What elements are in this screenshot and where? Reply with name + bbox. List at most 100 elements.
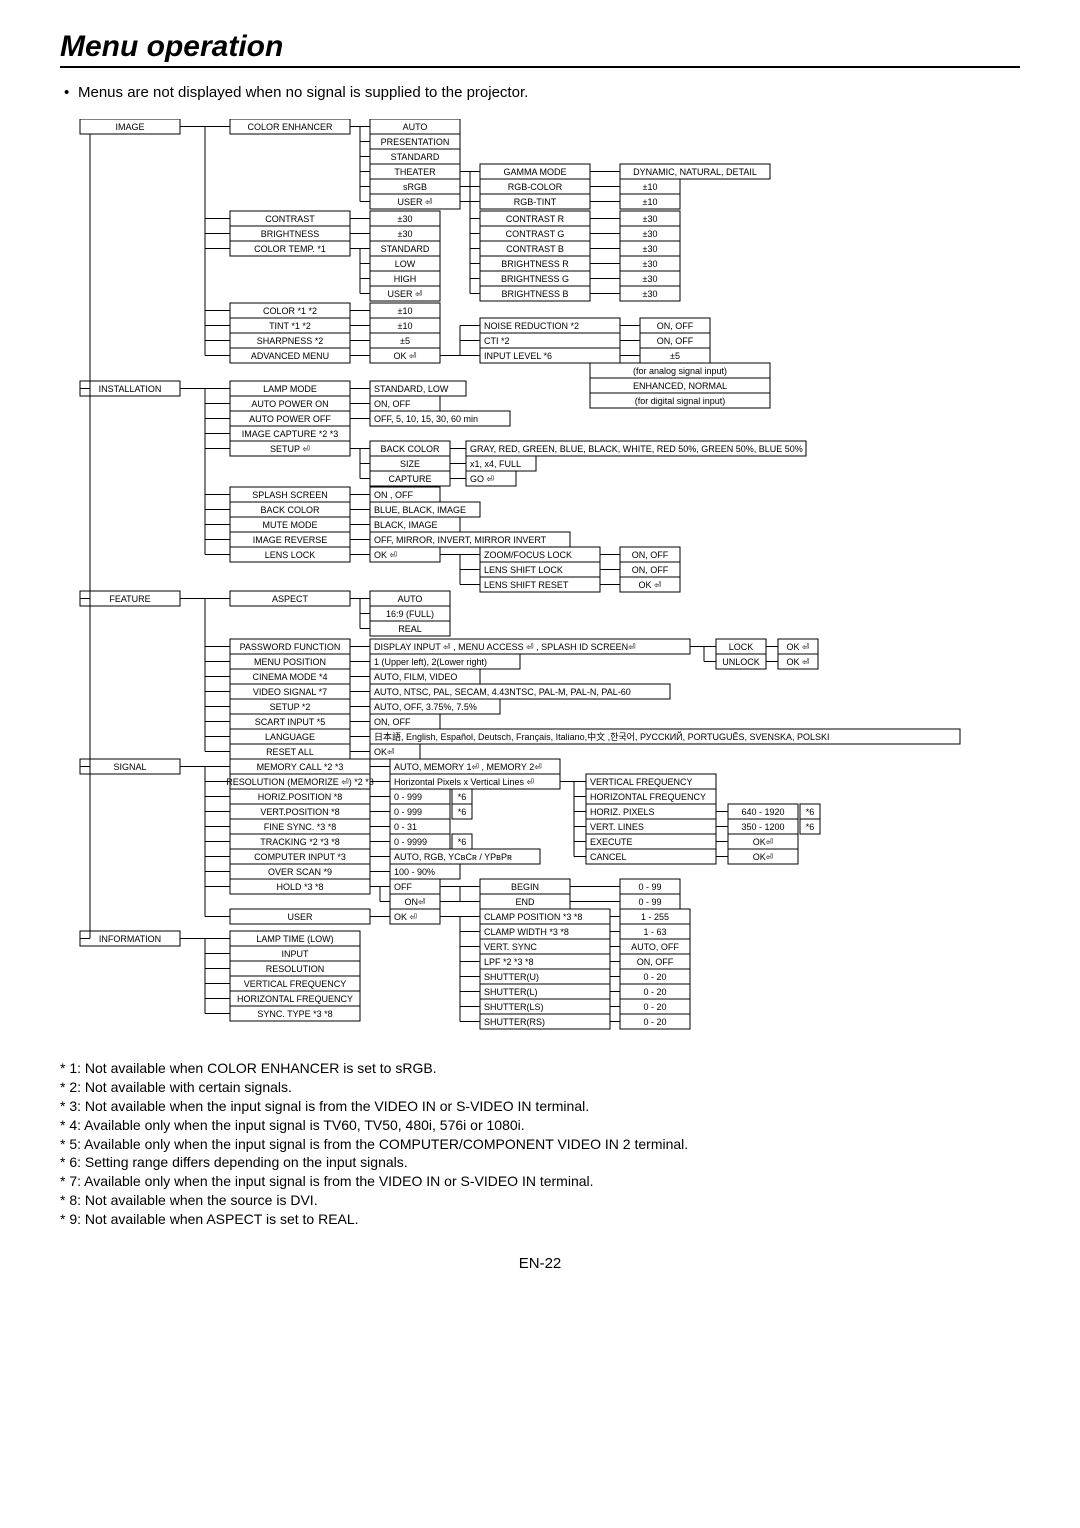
c5-val: ±30 xyxy=(620,241,680,256)
svg-text:SHARPNESS *2: SHARPNESS *2 xyxy=(257,336,324,346)
svg-text:HIGH: HIGH xyxy=(394,274,417,284)
svg-text:LENS SHIFT LOCK: LENS SHIFT LOCK xyxy=(484,565,563,575)
c3-node: REAL xyxy=(370,621,450,636)
c2-node: MEMORY CALL *2 *3 xyxy=(230,759,370,774)
c5-note: *6 xyxy=(800,804,820,819)
c5-note: *6 xyxy=(800,819,820,834)
c5-val: DYNAMIC, NATURAL, DETAIL xyxy=(620,164,770,179)
c5-val: ON, OFF xyxy=(620,562,680,577)
c5-val: OK⏎ xyxy=(728,849,798,864)
svg-text:INPUT: INPUT xyxy=(282,949,310,959)
svg-text:ON, OFF: ON, OFF xyxy=(657,336,694,346)
c5-val: ±30 xyxy=(620,256,680,271)
c5-val: ON, OFF xyxy=(620,547,680,562)
c2-node: LAMP MODE xyxy=(230,381,350,396)
c5-val: ON, OFF xyxy=(620,954,690,969)
c4-node: VERT. SYNC xyxy=(480,939,610,954)
footnote-line: * 9: Not available when ASPECT is set to… xyxy=(60,1210,1020,1229)
c4-node: SHUTTER(LS) xyxy=(480,999,610,1014)
svg-text:LANGUAGE: LANGUAGE xyxy=(265,732,315,742)
c4-node: EXECUTE xyxy=(586,834,716,849)
svg-text:HOLD *3 *8: HOLD *3 *8 xyxy=(276,882,323,892)
c2-node: ASPECT xyxy=(230,591,350,606)
c4-node: ZOOM/FOCUS LOCK xyxy=(480,547,600,562)
svg-text:ADVANCED MENU: ADVANCED MENU xyxy=(251,351,329,361)
svg-text:OK ⏎: OK ⏎ xyxy=(786,642,810,652)
svg-text:SHUTTER(RS): SHUTTER(RS) xyxy=(484,1017,545,1027)
c2-node: USER xyxy=(230,909,370,924)
c3-val: 0 - 999 xyxy=(390,804,450,819)
svg-text:ASPECT: ASPECT xyxy=(272,594,309,604)
svg-text:1 - 255: 1 - 255 xyxy=(641,912,669,922)
svg-text:NOISE REDUCTION *2: NOISE REDUCTION *2 xyxy=(484,321,579,331)
c5-val: 0 - 20 xyxy=(620,969,690,984)
svg-text:LOCK: LOCK xyxy=(729,642,754,652)
svg-text:INSTALLATION: INSTALLATION xyxy=(99,384,162,394)
svg-text:AUTO, RGB, YCʙCʀ / YPʙPʀ: AUTO, RGB, YCʙCʀ / YPʙPʀ xyxy=(394,852,512,862)
c4-node: SHUTTER(L) xyxy=(480,984,610,999)
svg-text:*6: *6 xyxy=(806,807,815,817)
svg-text:x1, x4, FULL: x1, x4, FULL xyxy=(470,459,521,469)
svg-text:AUTO: AUTO xyxy=(403,122,428,132)
svg-text:±10: ±10 xyxy=(398,306,413,316)
root-image: IMAGE xyxy=(80,119,180,134)
svg-text:FEATURE: FEATURE xyxy=(109,594,150,604)
svg-text:VIDEO SIGNAL *7: VIDEO SIGNAL *7 xyxy=(253,687,327,697)
svg-text:SYNC. TYPE *3 *8: SYNC. TYPE *3 *8 xyxy=(257,1009,332,1019)
svg-text:END: END xyxy=(515,897,535,907)
c5-val: ±30 xyxy=(620,226,680,241)
c3-val: STANDARD, LOW xyxy=(370,381,466,396)
c4-node: LPF *2 *3 *8 xyxy=(480,954,610,969)
c5-val: OK⏎ xyxy=(728,834,798,849)
c2-node: INPUT xyxy=(230,946,360,961)
c3-val: 日本語, English, Español, Deutsch, Français… xyxy=(370,729,960,744)
svg-text:AUTO, OFF, 3.75%, 7.5%: AUTO, OFF, 3.75%, 7.5% xyxy=(374,702,477,712)
svg-text:0 - 99: 0 - 99 xyxy=(638,897,661,907)
svg-text:SHUTTER(L): SHUTTER(L) xyxy=(484,987,538,997)
c3-node: PRESENTATION xyxy=(370,134,460,149)
c2-node: BRIGHTNESS xyxy=(230,226,350,241)
svg-text:CAPTURE: CAPTURE xyxy=(388,474,431,484)
c3-node: USER ⏎ xyxy=(370,194,460,209)
c3-node: SIZE xyxy=(370,456,450,471)
svg-text:SETUP ⏎: SETUP ⏎ xyxy=(270,444,310,454)
svg-text:RESOLUTION: RESOLUTION xyxy=(266,964,325,974)
c3-node: STANDARD xyxy=(370,241,440,256)
footnote-line: * 6: Setting range differs depending on … xyxy=(60,1153,1020,1172)
svg-text:IMAGE CAPTURE *2 *3: IMAGE CAPTURE *2 *3 xyxy=(242,429,339,439)
page-title: Menu operation xyxy=(60,30,1020,68)
c3-val: 0 - 9999 xyxy=(390,834,450,849)
svg-text:OK ⏎: OK ⏎ xyxy=(638,580,662,590)
svg-text:UNLOCK: UNLOCK xyxy=(722,657,760,667)
svg-text:1 - 63: 1 - 63 xyxy=(643,927,666,937)
c3-val: AUTO, FILM, VIDEO xyxy=(370,669,480,684)
c4-node: CANCEL xyxy=(586,849,716,864)
c3-val: 0 - 31 xyxy=(390,819,450,834)
footnote-line: * 3: Not available when the input signal… xyxy=(60,1097,1020,1116)
svg-text:0 - 31: 0 - 31 xyxy=(394,822,417,832)
svg-text:VERTICAL FREQUENCY: VERTICAL FREQUENCY xyxy=(590,777,693,787)
svg-text:640 - 1920: 640 - 1920 xyxy=(741,807,784,817)
svg-text:MEMORY CALL *2 *3: MEMORY CALL *2 *3 xyxy=(257,762,344,772)
svg-text:RESET ALL: RESET ALL xyxy=(266,747,314,757)
svg-text:OFF: OFF xyxy=(394,882,412,892)
svg-text:100 - 90%: 100 - 90% xyxy=(394,867,435,877)
svg-text:RESOLUTION (MEMORIZE ⏎) *2 *3: RESOLUTION (MEMORIZE ⏎) *2 *3 xyxy=(226,777,374,787)
c2-node: HORIZONTAL FREQUENCY xyxy=(230,991,360,1006)
c5-val: 0 - 20 xyxy=(620,1014,690,1029)
c3-val: 0 - 999 xyxy=(390,789,450,804)
svg-text:BRIGHTNESS R: BRIGHTNESS R xyxy=(501,259,569,269)
svg-text:±5: ±5 xyxy=(400,336,410,346)
c3-node: THEATER xyxy=(370,164,460,179)
root-information: INFORMATION xyxy=(80,931,180,946)
c2-node: SETUP ⏎ xyxy=(230,441,350,456)
svg-text:BLUE, BLACK, IMAGE: BLUE, BLACK, IMAGE xyxy=(374,505,466,515)
c4-node: GAMMA MODE xyxy=(480,164,590,179)
c3-node: sRGB xyxy=(370,179,460,194)
svg-text:±30: ±30 xyxy=(643,244,658,254)
c5-val: 350 - 1200 xyxy=(728,819,798,834)
svg-text:EXECUTE: EXECUTE xyxy=(590,837,633,847)
c3-val: OK ⏎ xyxy=(390,909,440,924)
svg-text:PASSWORD FUNCTION: PASSWORD FUNCTION xyxy=(240,642,341,652)
svg-text:BRIGHTNESS B: BRIGHTNESS B xyxy=(501,289,568,299)
